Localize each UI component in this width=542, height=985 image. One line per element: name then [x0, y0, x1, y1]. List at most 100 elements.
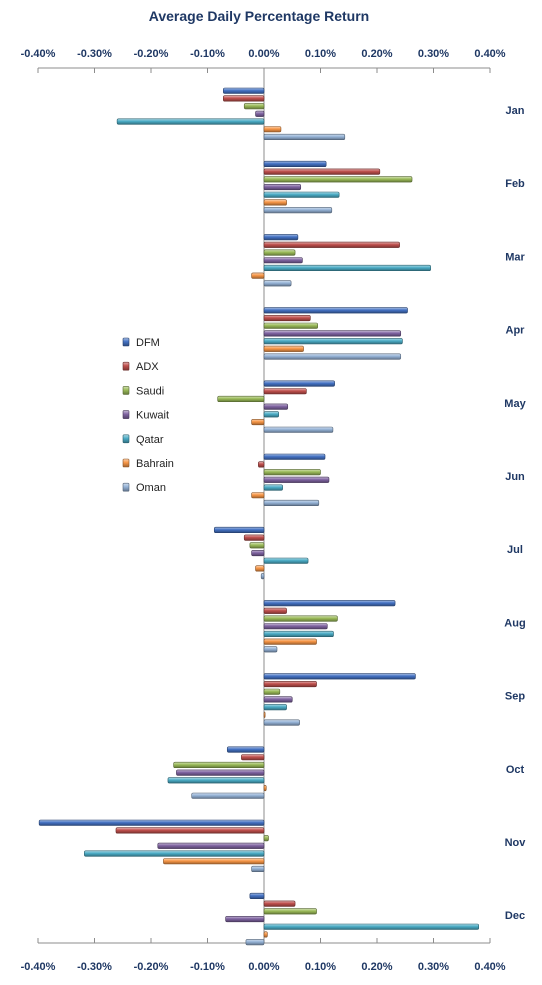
bar-nov-dfm [38, 819, 265, 826]
bar-jul-adx [243, 534, 265, 541]
bar-jun-bahrain [251, 492, 265, 499]
bar-dec-bahrain [263, 931, 268, 938]
bar-jul-saudi [249, 542, 265, 549]
bar-feb-bahrain [263, 199, 287, 206]
category-label-sep: Sep [505, 691, 525, 703]
bar-feb-saudi [263, 176, 413, 183]
bottom-tick-label: -0.40% [21, 961, 56, 973]
bar-mar-dfm [263, 234, 299, 241]
bar-feb-qatar [263, 191, 340, 198]
bar-aug-oman [263, 646, 278, 653]
bar-dec-oman [245, 939, 265, 946]
top-tick-label: 0.30% [418, 48, 449, 60]
bar-jan-saudi [243, 103, 265, 110]
bar-jan-dfm [223, 87, 265, 94]
legend-swatch-dfm [122, 337, 130, 347]
bars [38, 87, 479, 946]
bar-nov-qatar [84, 850, 265, 857]
top-tick-label: -0.30% [77, 48, 112, 60]
bar-sep-qatar [263, 704, 287, 711]
category-label-jun: Jun [505, 471, 525, 483]
bottom-tick-label: 0.00% [248, 961, 279, 973]
bottom-tick-label: -0.20% [134, 961, 169, 973]
legend-swatch-bahrain [122, 458, 130, 468]
top-axis-ticks: -0.40% -0.30% -0.20% -0.10% 0.00% 0.10% 0.20% 0… [21, 48, 506, 73]
category-label-jul: Jul [507, 544, 523, 556]
bar-may-oman [263, 426, 334, 433]
bar-jan-adx [223, 95, 265, 102]
bottom-axis-ticks: -0.40% -0.30% -0.20% -0.10% 0.00% 0.10% 0.20% 0… [21, 938, 506, 973]
bar-jan-oman [263, 133, 346, 140]
bar-jul-bahrain [255, 565, 265, 572]
category-label-feb: Feb [505, 178, 525, 190]
bar-apr-bahrain [263, 345, 304, 352]
bar-aug-kuwait [263, 623, 328, 630]
bar-apr-oman [263, 353, 402, 360]
bar-mar-oman [263, 280, 292, 287]
bar-feb-kuwait [263, 184, 302, 191]
bar-jan-bahrain [263, 126, 282, 133]
bar-mar-qatar [263, 264, 431, 272]
top-tick-label: -0.40% [21, 48, 56, 60]
bottom-tick-label: 0.30% [418, 961, 449, 973]
bar-oct-bahrain [263, 784, 267, 792]
bar-jul-oman [260, 573, 265, 580]
bottom-tick-label: -0.10% [190, 961, 225, 973]
legend-label-qatar: Qatar [136, 434, 164, 446]
bar-sep-adx [263, 680, 317, 688]
bar-sep-dfm [263, 673, 416, 680]
bar-oct-oman [191, 792, 265, 799]
bar-jul-dfm [213, 526, 265, 534]
bar-aug-adx [263, 607, 287, 614]
bar-sep-bahrain [263, 711, 266, 718]
legend: DFM ADX Saudi Kuwait Qatar Bahrain Oman [122, 337, 174, 494]
bar-apr-qatar [263, 338, 403, 345]
bar-sep-oman [263, 719, 300, 726]
category-label-nov: Nov [505, 837, 527, 849]
category-label-jan: Jan [506, 105, 525, 117]
legend-swatch-qatar [122, 434, 130, 444]
axis-lines [38, 67, 490, 944]
bar-mar-bahrain [251, 272, 265, 279]
category-label-may: May [504, 398, 526, 410]
bar-jul-qatar [263, 557, 309, 564]
bar-jul-kuwait [251, 549, 265, 557]
category-label-mar: Mar [505, 251, 525, 263]
legend-swatch-saudi [122, 386, 130, 395]
legend-label-saudi: Saudi [136, 385, 164, 397]
category-label-dec: Dec [505, 910, 525, 922]
bar-jun-saudi [263, 469, 321, 476]
bar-apr-saudi [263, 322, 318, 329]
bar-mar-kuwait [263, 257, 303, 264]
bar-may-qatar [263, 411, 279, 418]
bar-apr-dfm [263, 307, 408, 314]
bar-dec-qatar [263, 923, 479, 930]
legend-label-dfm: DFM [136, 337, 160, 349]
top-tick-label: -0.10% [190, 48, 225, 60]
bar-mar-saudi [263, 249, 296, 256]
bar-may-dfm [263, 380, 335, 387]
bar-aug-dfm [263, 600, 396, 607]
bar-mar-adx [263, 241, 400, 248]
top-tick-label: 0.00% [248, 48, 279, 60]
bar-nov-saudi [263, 835, 269, 842]
top-tick-label: 0.20% [361, 48, 392, 60]
bar-nov-kuwait [157, 842, 265, 849]
bar-oct-saudi [173, 761, 265, 769]
category-labels: Jan Feb Mar Apr May Jun Jul Aug Sep Oct Nov Dec [504, 105, 526, 922]
bar-jun-dfm [263, 453, 326, 460]
bar-sep-kuwait [263, 696, 293, 703]
top-tick-label: 0.10% [305, 48, 336, 60]
bottom-tick-label: 0.20% [361, 961, 392, 973]
category-label-apr: Apr [506, 325, 526, 337]
bar-feb-adx [263, 168, 381, 175]
category-label-aug: Aug [504, 617, 525, 629]
bar-nov-bahrain [163, 858, 265, 865]
bar-jan-qatar [116, 118, 265, 125]
bar-aug-saudi [263, 615, 338, 622]
bar-aug-qatar [263, 630, 334, 638]
bar-jun-kuwait [263, 476, 330, 483]
bar-nov-oman [251, 865, 265, 873]
bar-jun-oman [263, 499, 320, 507]
